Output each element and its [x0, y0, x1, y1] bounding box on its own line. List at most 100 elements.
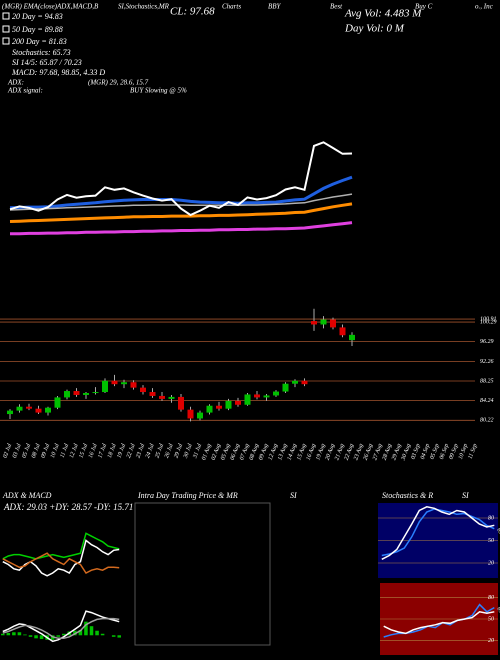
x-tick-label: 10 Jul	[50, 443, 61, 459]
candle-body	[45, 407, 51, 413]
series-line	[10, 221, 353, 236]
candle-body	[83, 393, 89, 395]
series-line	[9, 175, 353, 210]
x-tick-label: 26 Aug	[363, 443, 374, 461]
header-text: Buy C	[415, 3, 433, 11]
x-tick-label: 16 Aug	[306, 443, 317, 461]
y-tick-label: 100.29	[480, 319, 497, 325]
x-tick-label: 03 Sep	[411, 443, 422, 460]
x-tick-label: 03 Jul	[12, 443, 23, 459]
header-text: SI,Stochastics,MR	[118, 3, 170, 11]
x-tick-label: 30 Aug	[400, 443, 412, 462]
series-line	[381, 506, 495, 560]
candle-body	[168, 396, 175, 399]
x-tick-label: 27 Aug	[372, 443, 383, 461]
candle-body	[216, 405, 222, 409]
histogram-bar	[100, 633, 105, 636]
x-tick-label: 05 Jul	[21, 443, 32, 459]
histogram-bar	[95, 630, 99, 636]
candle-body	[187, 409, 194, 419]
y-tick-label: 80	[488, 595, 494, 601]
x-tick-label: 21 Aug	[334, 443, 345, 461]
legend-swatch	[2, 25, 10, 33]
y-tick-label: 50	[488, 538, 494, 544]
panel-title: SI	[462, 491, 469, 500]
x-tick-label: 30 Jul	[183, 443, 194, 460]
legend-text: SI 14/5: 65.87 / 70.23	[12, 58, 82, 67]
legend-text: 200 Day = 81.83	[12, 37, 67, 46]
histogram-bar	[12, 632, 16, 636]
header-text: (MGR) EMA(close)ADX,MACD,B	[2, 3, 99, 11]
legend-text: ADX signal:	[7, 87, 43, 95]
y-tick-label: 100.91	[480, 316, 497, 322]
series-line	[9, 193, 353, 211]
candle-body	[35, 408, 42, 413]
series-line	[9, 202, 353, 223]
y-tick-label: 80.22	[480, 418, 494, 424]
candle-body	[178, 396, 184, 410]
candle-body	[292, 380, 298, 384]
candle-body	[140, 387, 146, 393]
legend-text: Stochastics: 65.73	[12, 48, 71, 57]
x-tick-label: 12 Aug	[268, 443, 279, 461]
candle-body	[26, 406, 32, 409]
x-tick-label: 05 Sep	[430, 443, 441, 460]
x-tick-label: 07 Aug	[239, 443, 250, 461]
candle-body	[159, 395, 165, 399]
candle-body	[206, 405, 213, 413]
legend-swatch	[2, 37, 10, 45]
y-tick-label: 20	[488, 560, 494, 566]
candle-body	[311, 321, 317, 325]
x-tick-label: 09 Sep	[449, 443, 460, 460]
price-line	[9, 141, 353, 217]
candle-body	[73, 391, 80, 395]
x-tick-label: 06 Aug	[230, 443, 241, 461]
close-label: CL: 97.68	[170, 6, 215, 18]
histogram-bar	[28, 635, 33, 637]
x-tick-label: 15 Aug	[296, 443, 307, 461]
x-tick-label: 29 Jul	[173, 443, 184, 459]
candle-body	[320, 319, 327, 325]
histogram-bar	[39, 635, 44, 640]
candle-body	[7, 410, 13, 415]
x-tick-label: 16 Jul	[88, 443, 99, 459]
x-tick-label: 09 Jul	[40, 443, 51, 459]
x-tick-label: 18 Jul	[107, 443, 118, 459]
candle-body	[282, 383, 289, 392]
y-tick-label: 84.24	[480, 397, 494, 404]
series-line	[2, 617, 120, 640]
x-tick-label: 15 Jul	[78, 443, 89, 459]
histogram-bar	[17, 632, 22, 636]
y-tick-label: 20	[488, 638, 494, 644]
adx-header: ADX: 29.03 +DY: 28.57 -DY: 15.71	[3, 502, 133, 512]
x-tick-label: 05 Aug	[220, 443, 231, 461]
y-tick-label: 92.26	[480, 359, 494, 365]
legend-text: BUY Slowing @ 5%	[130, 87, 187, 95]
x-tick-label: 19 Aug	[315, 443, 326, 461]
x-tick-label: 06 Sep	[439, 443, 450, 460]
x-tick-label: 02 Jul	[2, 443, 13, 459]
y-tick-label: 50	[488, 616, 494, 622]
x-tick-label: 08 Jul	[31, 443, 42, 459]
x-tick-label: 23 Jul	[135, 443, 146, 459]
candle-body	[235, 400, 241, 405]
candle-body	[225, 400, 232, 409]
candle-body	[130, 382, 137, 388]
panel-title: Stochastics & R	[382, 491, 433, 500]
histogram-bar	[89, 626, 94, 636]
header-text: Charts	[222, 3, 241, 11]
legend-text: (MGR) 29, 28.6, 15.7	[88, 79, 149, 87]
legend-text: MACD: 97.68, 98.85, 4.33 D	[11, 68, 105, 77]
legend-swatch	[2, 12, 10, 20]
candle-body	[244, 394, 251, 405]
header-text: Best	[330, 3, 343, 11]
histogram-bar	[23, 634, 27, 636]
histogram-bar	[78, 629, 83, 636]
histogram-bar	[84, 621, 88, 636]
x-tick-label: 01 Aug	[201, 443, 212, 461]
x-tick-label: 13 Aug	[277, 443, 288, 461]
candle-body	[330, 319, 336, 328]
x-tick-label: 19 Jul	[116, 443, 127, 459]
